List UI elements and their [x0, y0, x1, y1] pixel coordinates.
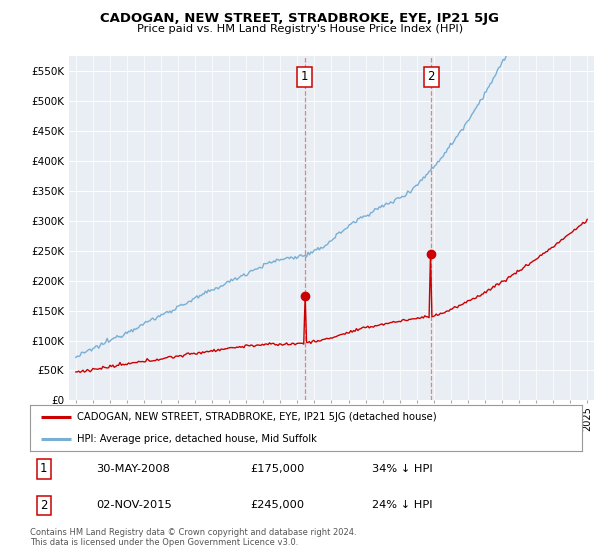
Text: 2: 2 — [427, 71, 435, 83]
Text: CADOGAN, NEW STREET, STRADBROKE, EYE, IP21 5JG (detached house): CADOGAN, NEW STREET, STRADBROKE, EYE, IP… — [77, 412, 437, 422]
Text: 02-NOV-2015: 02-NOV-2015 — [96, 501, 172, 510]
Text: CADOGAN, NEW STREET, STRADBROKE, EYE, IP21 5JG: CADOGAN, NEW STREET, STRADBROKE, EYE, IP… — [101, 12, 499, 25]
Text: £245,000: £245,000 — [251, 501, 305, 510]
Text: 30-MAY-2008: 30-MAY-2008 — [96, 464, 170, 474]
Text: 34% ↓ HPI: 34% ↓ HPI — [372, 464, 433, 474]
Text: Contains HM Land Registry data © Crown copyright and database right 2024.
This d: Contains HM Land Registry data © Crown c… — [30, 528, 356, 547]
Text: HPI: Average price, detached house, Mid Suffolk: HPI: Average price, detached house, Mid … — [77, 434, 317, 444]
Text: £175,000: £175,000 — [251, 464, 305, 474]
Text: Price paid vs. HM Land Registry's House Price Index (HPI): Price paid vs. HM Land Registry's House … — [137, 24, 463, 34]
Text: 2: 2 — [40, 499, 47, 512]
Text: 24% ↓ HPI: 24% ↓ HPI — [372, 501, 433, 510]
Text: 1: 1 — [40, 463, 47, 475]
Text: 1: 1 — [301, 71, 308, 83]
